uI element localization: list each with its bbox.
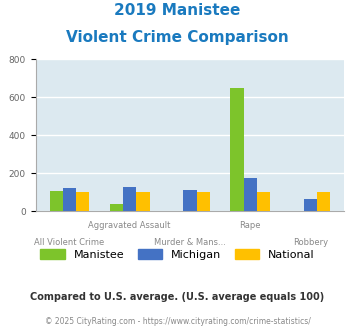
- Text: Rape: Rape: [239, 221, 261, 230]
- Text: Compared to U.S. average. (U.S. average equals 100): Compared to U.S. average. (U.S. average …: [31, 292, 324, 302]
- Bar: [304, 199, 317, 211]
- Bar: [230, 88, 244, 211]
- Text: Murder & Mans...: Murder & Mans...: [154, 238, 226, 247]
- Bar: [257, 192, 270, 211]
- Text: Violent Crime Comparison: Violent Crime Comparison: [66, 30, 289, 45]
- Bar: [123, 186, 136, 211]
- Legend: Manistee, Michigan, National: Manistee, Michigan, National: [40, 249, 315, 260]
- Bar: [183, 190, 197, 211]
- Bar: [136, 192, 149, 211]
- Bar: [110, 204, 123, 211]
- Text: Aggravated Assault: Aggravated Assault: [88, 221, 171, 230]
- Text: 2019 Manistee: 2019 Manistee: [114, 3, 241, 18]
- Bar: [76, 192, 89, 211]
- Text: Robbery: Robbery: [293, 238, 328, 247]
- Bar: [63, 188, 76, 211]
- Bar: [317, 192, 330, 211]
- Bar: [244, 178, 257, 211]
- Text: © 2025 CityRating.com - https://www.cityrating.com/crime-statistics/: © 2025 CityRating.com - https://www.city…: [45, 317, 310, 326]
- Bar: [50, 191, 63, 211]
- Text: All Violent Crime: All Violent Crime: [34, 238, 104, 247]
- Bar: [197, 192, 210, 211]
